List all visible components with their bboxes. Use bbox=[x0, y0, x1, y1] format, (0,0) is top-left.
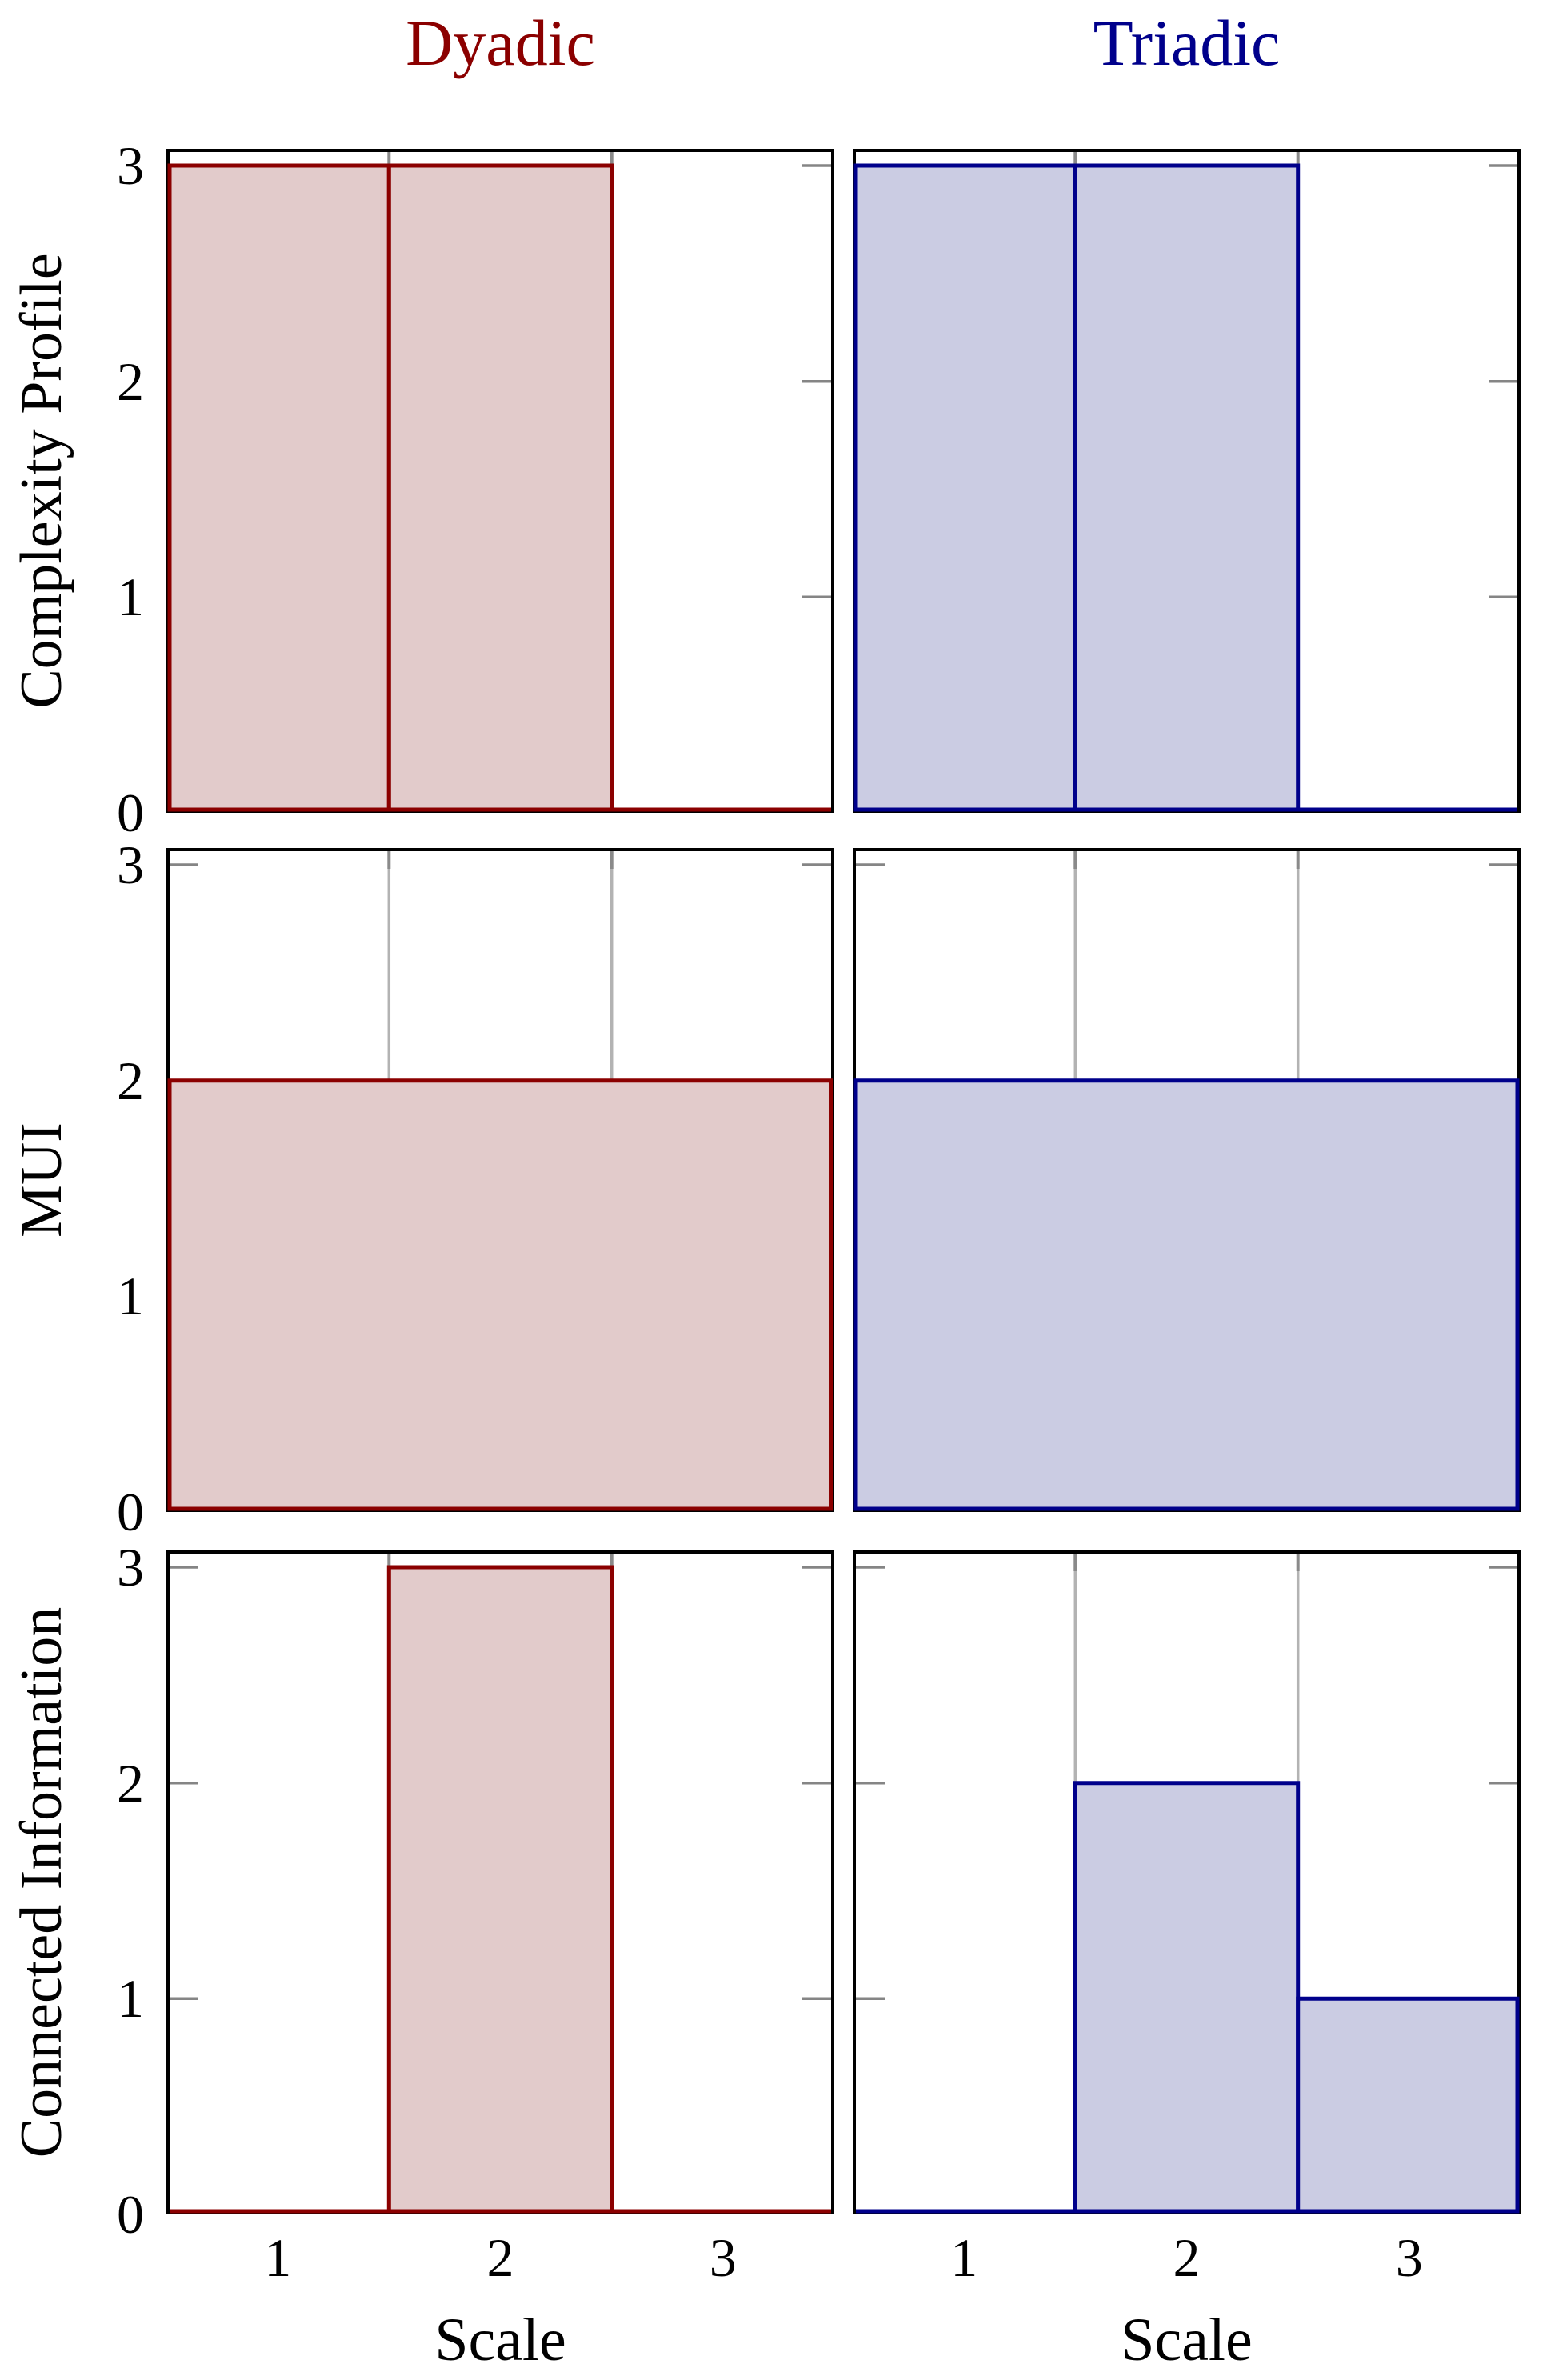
column-title-triadic: Triadic bbox=[1093, 6, 1281, 79]
plot-connected-information-dyadic bbox=[166, 1550, 834, 2214]
plot-complexity-profile-triadic bbox=[853, 149, 1521, 813]
y-axis-label-complexity-profile: Complexity Profile bbox=[9, 253, 74, 709]
bar bbox=[167, 163, 391, 812]
area-fill bbox=[167, 1078, 833, 1511]
y-tick-label: 3 bbox=[117, 1537, 144, 1598]
y-tick-label: 1 bbox=[117, 1266, 144, 1327]
plot-complexity-profile-dyadic bbox=[166, 149, 834, 813]
bar bbox=[853, 163, 1077, 812]
x-tick-label: 1 bbox=[950, 2227, 978, 2288]
plot-svg-mui-triadic bbox=[853, 848, 1521, 1512]
x-tick-label: 3 bbox=[1395, 2227, 1423, 2288]
plot-svg-connected-information-dyadic bbox=[166, 1550, 834, 2214]
x-axis-label-scale-left: Scale bbox=[434, 2306, 566, 2374]
y-tick-label: 2 bbox=[117, 1050, 144, 1111]
plot-connected-information-triadic bbox=[853, 1550, 1521, 2214]
area-fill bbox=[853, 1078, 1520, 1511]
x-tick-label: 1 bbox=[264, 2227, 292, 2288]
y-tick-label: 3 bbox=[117, 135, 144, 196]
y-tick-label: 2 bbox=[117, 350, 144, 412]
bar bbox=[1296, 1996, 1520, 2214]
plot-svg-complexity-profile-dyadic bbox=[166, 149, 834, 813]
y-tick-label: 0 bbox=[117, 782, 144, 843]
x-tick-label: 2 bbox=[486, 2227, 514, 2288]
y-tick-label: 0 bbox=[117, 2184, 144, 2245]
y-tick-label: 1 bbox=[117, 1968, 144, 2030]
y-tick-label: 3 bbox=[117, 834, 144, 895]
y-axis-label-mui: MUI bbox=[9, 1122, 74, 1238]
bar bbox=[1073, 1781, 1301, 2214]
plot-svg-complexity-profile-triadic bbox=[853, 149, 1521, 813]
y-tick-label: 0 bbox=[117, 1482, 144, 1542]
y-tick-label: 2 bbox=[117, 1752, 144, 1814]
column-title-dyadic: Dyadic bbox=[406, 6, 595, 79]
plot-mui-dyadic bbox=[166, 848, 834, 1512]
y-axis-label-connected-information: Connected Information bbox=[9, 1606, 74, 2158]
plot-mui-triadic bbox=[853, 848, 1521, 1512]
bar bbox=[386, 163, 614, 812]
plot-svg-mui-dyadic bbox=[166, 848, 834, 1512]
x-tick-label: 3 bbox=[709, 2227, 737, 2288]
bar bbox=[1073, 163, 1301, 812]
y-tick-label: 1 bbox=[117, 566, 144, 628]
plot-svg-connected-information-triadic bbox=[853, 1550, 1521, 2214]
bar bbox=[386, 1565, 614, 2214]
x-axis-label-scale-right: Scale bbox=[1121, 2306, 1253, 2374]
x-tick-label: 2 bbox=[1173, 2227, 1201, 2288]
